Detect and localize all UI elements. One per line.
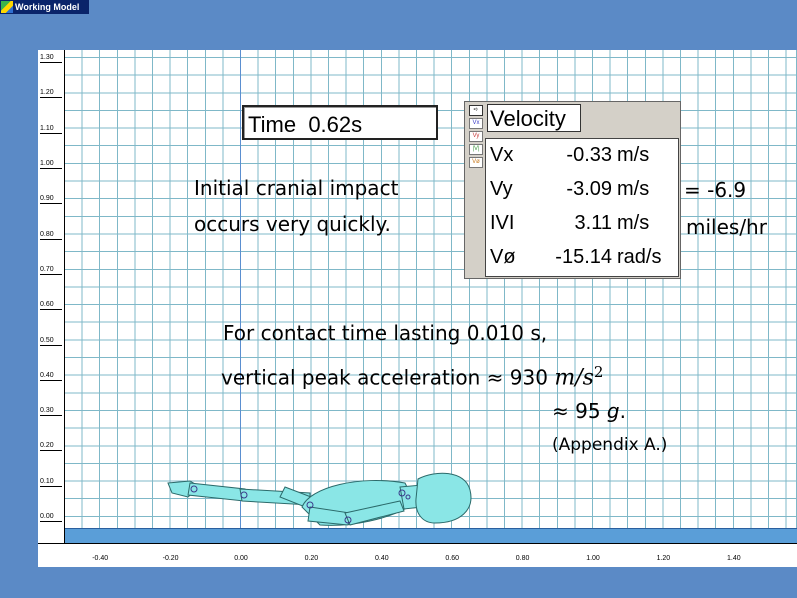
velocity-row-magnitude: IVI 3.11 m/s (488, 207, 674, 239)
x-ruler-tick: 0.40 (374, 555, 389, 562)
y-ruler-tick: 0.90 (40, 195, 62, 205)
forearm-segment (344, 500, 405, 526)
row-label: Vø (490, 246, 516, 268)
y-ruler-tick: 1.20 (40, 89, 62, 99)
velocity-row-vx: Vx -0.33 m/s (488, 139, 674, 171)
appendix-reference: (Appendix A.) (552, 435, 668, 455)
magnitude-tab-icon[interactable]: |V| (469, 144, 483, 155)
x-ruler-tick: 1.40 (726, 555, 741, 562)
row-label: Vx (490, 144, 514, 166)
y-ruler-tick: 0.40 (40, 372, 62, 381)
horizontal-ruler (38, 543, 797, 567)
row-label: IVI (490, 212, 515, 234)
time-meter[interactable]: Time 0.62s (242, 105, 438, 140)
upper-arm-segment (307, 506, 351, 526)
row-value: 3.11 (574, 212, 612, 234)
meter-arrow-icon[interactable]: ➪ (469, 105, 483, 116)
vtheta-tab-icon[interactable]: Vø (469, 157, 483, 168)
title-bar: Working Model (0, 0, 89, 14)
joint-marker (398, 489, 406, 497)
y-ruler-tick: 1.00 (40, 160, 62, 169)
joint-marker (344, 516, 352, 524)
vx-tab-icon[interactable]: Vx (469, 118, 483, 129)
contact-time-note: For contact time lasting 0.010 s, (223, 321, 548, 345)
x-ruler-tick: 0.20 (304, 555, 319, 562)
app-logo-icon (1, 1, 13, 13)
time-unit: s (351, 112, 363, 137)
accel-prefix: vertical peak acceleration ≈ 930 (221, 365, 555, 390)
y-ruler-tick: 1.30 (40, 54, 62, 64)
x-ruler-tick: -0.20 (162, 555, 179, 562)
x-ruler-tick: 0.80 (515, 555, 530, 562)
x-ruler-tick: 0.00 (234, 555, 248, 562)
joint-marker (306, 501, 314, 509)
row-value: -15.14 (555, 246, 612, 268)
row-value: -0.33 (566, 144, 612, 166)
speed-conversion-unit: miles/hr (686, 215, 767, 239)
app-title: Working Model (15, 2, 80, 12)
vy-tab-icon[interactable]: Vy (469, 131, 483, 142)
time-value: 0.62 (308, 112, 352, 137)
ragdoll-body-figure[interactable] (160, 465, 480, 530)
joint-marker (240, 491, 248, 499)
peak-acceleration-note: vertical peak acceleration ≈ 930 m/s2 (221, 355, 603, 396)
joint-marker (405, 494, 411, 500)
x-ruler-tick: 1.00 (586, 555, 600, 562)
y-axis-line (240, 50, 241, 543)
vertical-ruler (38, 50, 65, 543)
row-label: Vy (490, 178, 513, 200)
y-ruler-tick: 0.10 (40, 478, 62, 487)
row-value: -3.09 (566, 178, 612, 200)
y-ruler-tick: 0.80 (40, 231, 62, 240)
accel-exponent: 2 (593, 363, 604, 381)
row-unit: m/s (617, 212, 650, 234)
y-ruler-tick: 1.10 (40, 125, 62, 134)
velocity-readout: Vx -0.33 m/s Vy -3.09 m/s IVI 3.11 m/s V… (485, 138, 679, 277)
y-ruler-tick: 0.60 (40, 301, 62, 311)
y-ruler-tick: 0.70 (40, 266, 62, 275)
velocity-row-angular: Vø -15.14 rad/s (488, 241, 674, 273)
velocity-meter-title: Velocity (487, 104, 581, 132)
y-ruler-tick: 0.50 (40, 337, 62, 346)
x-ruler-tick: 0.60 (445, 555, 459, 562)
y-ruler-tick: 0.30 (40, 407, 62, 417)
g-prefix: ≈ 95 (552, 399, 607, 423)
cranial-note-line2: occurs very quickly. (194, 212, 391, 236)
y-ruler-tick: 0.20 (40, 442, 62, 452)
accel-unit: m/s (554, 365, 594, 391)
lower-leg-segment (187, 482, 246, 502)
time-label: Time (248, 112, 297, 137)
head-segment (415, 472, 472, 524)
row-unit: m/s (617, 144, 650, 166)
x-ruler-tick: -0.40 (92, 555, 109, 562)
speed-conversion-value: = -6.9 (684, 178, 747, 202)
velocity-row-vy: Vy -3.09 m/s (488, 173, 674, 205)
row-unit: rad/s (617, 246, 662, 268)
cranial-note-line1: Initial cranial impact (194, 176, 399, 200)
ground-surface[interactable] (65, 528, 797, 544)
velocity-meter[interactable]: ➪ Vx Vy |V| Vø Velocity Vx -0.33 m/s Vy … (464, 101, 681, 279)
velocity-meter-tabs: ➪ Vx Vy |V| Vø (467, 104, 485, 170)
y-ruler-tick: 0.00 (40, 513, 62, 522)
joint-marker (190, 485, 198, 493)
g-force-note: ≈ 95 g. (552, 396, 626, 426)
row-unit: m/s (617, 178, 650, 200)
x-ruler-tick: 1.20 (656, 555, 671, 562)
g-suffix: . (619, 399, 626, 423)
g-unit: g (606, 399, 620, 423)
